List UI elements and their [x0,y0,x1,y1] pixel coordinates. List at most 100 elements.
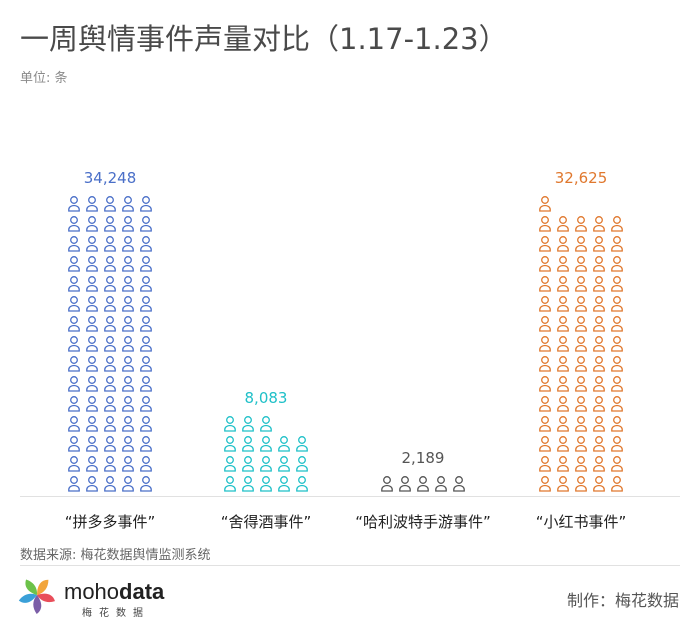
person-icon [86,216,98,232]
person-icon [539,276,551,292]
logo-petal [33,595,42,614]
person-icon [140,376,152,392]
person-icon [611,376,623,392]
person-icon [557,456,569,472]
footer-divider [20,565,680,566]
data-source: 数据来源: 梅花数据舆情监测系统 [20,548,211,563]
person-icon [557,276,569,292]
person-icon [140,256,152,272]
person-icon [575,416,587,432]
person-icon [539,296,551,312]
person-icon [539,476,551,492]
person-icon [399,476,411,492]
person-icon [68,196,80,212]
person-icon [122,456,134,472]
person-icon [593,436,605,452]
person-icon [68,376,80,392]
person-icon [557,376,569,392]
person-icon [140,316,152,332]
value-label-3: 2,189 [402,449,445,467]
person-icon [539,316,551,332]
person-icon [104,236,116,252]
person-icon [104,256,116,272]
person-icon [593,336,605,352]
person-icon [593,276,605,292]
person-icon [86,316,98,332]
person-icon [575,476,587,492]
person-icon [68,276,80,292]
logo-petal [37,579,49,595]
person-icon [557,396,569,412]
person-icon [593,256,605,272]
person-icon [122,416,134,432]
person-icon [611,416,623,432]
value-label-2: 8,083 [245,389,288,407]
person-icon [593,456,605,472]
person-icon [575,436,587,452]
person-icon [68,216,80,232]
person-icon [575,376,587,392]
person-icon [68,416,80,432]
person-icon [104,336,116,352]
person-icon [575,236,587,252]
unit-label: 单位: 条 [20,71,68,86]
person-icon [140,476,152,492]
bar-icons-4 [539,196,623,492]
person-icon [140,276,152,292]
logo-petal [37,593,55,603]
person-icon [68,396,80,412]
person-icon [68,476,80,492]
person-icon [611,456,623,472]
person-icon [296,436,308,452]
person-icon [140,416,152,432]
person-icon [278,436,290,452]
person-icon [86,376,98,392]
person-icon [122,476,134,492]
person-icon [539,396,551,412]
person-icon [104,436,116,452]
person-icon [86,196,98,212]
person-icon [122,236,134,252]
logo-petal [25,579,38,595]
person-icon [453,476,465,492]
person-icon [122,196,134,212]
person-icon [575,296,587,312]
person-icon [557,476,569,492]
person-icon [296,476,308,492]
person-icon [104,276,116,292]
person-icon [68,316,80,332]
value-label-4: 32,625 [555,169,608,187]
person-icon [104,416,116,432]
person-icon [557,296,569,312]
person-icon [140,216,152,232]
person-icon [575,276,587,292]
person-icon [417,476,429,492]
person-icon [557,256,569,272]
person-icon [104,376,116,392]
person-icon [575,396,587,412]
person-icon [611,296,623,312]
person-icon [86,436,98,452]
person-icon [611,476,623,492]
person-icon [539,376,551,392]
person-icon [611,276,623,292]
person-icon [260,476,272,492]
person-icon [242,476,254,492]
brand-subtitle: 梅花数据 [82,608,150,619]
person-icon [140,236,152,252]
person-icon [593,216,605,232]
maker-credit: 制作：梅花数据 [566,591,679,610]
person-icon [104,196,116,212]
person-icon [224,416,236,432]
person-icon [68,336,80,352]
person-icon [242,456,254,472]
person-icon [104,296,116,312]
person-icon [557,216,569,232]
person-icon [575,256,587,272]
person-icon [575,456,587,472]
person-icon [593,316,605,332]
person-icon [140,456,152,472]
person-icon [539,356,551,372]
person-icon [122,296,134,312]
person-icon [557,236,569,252]
